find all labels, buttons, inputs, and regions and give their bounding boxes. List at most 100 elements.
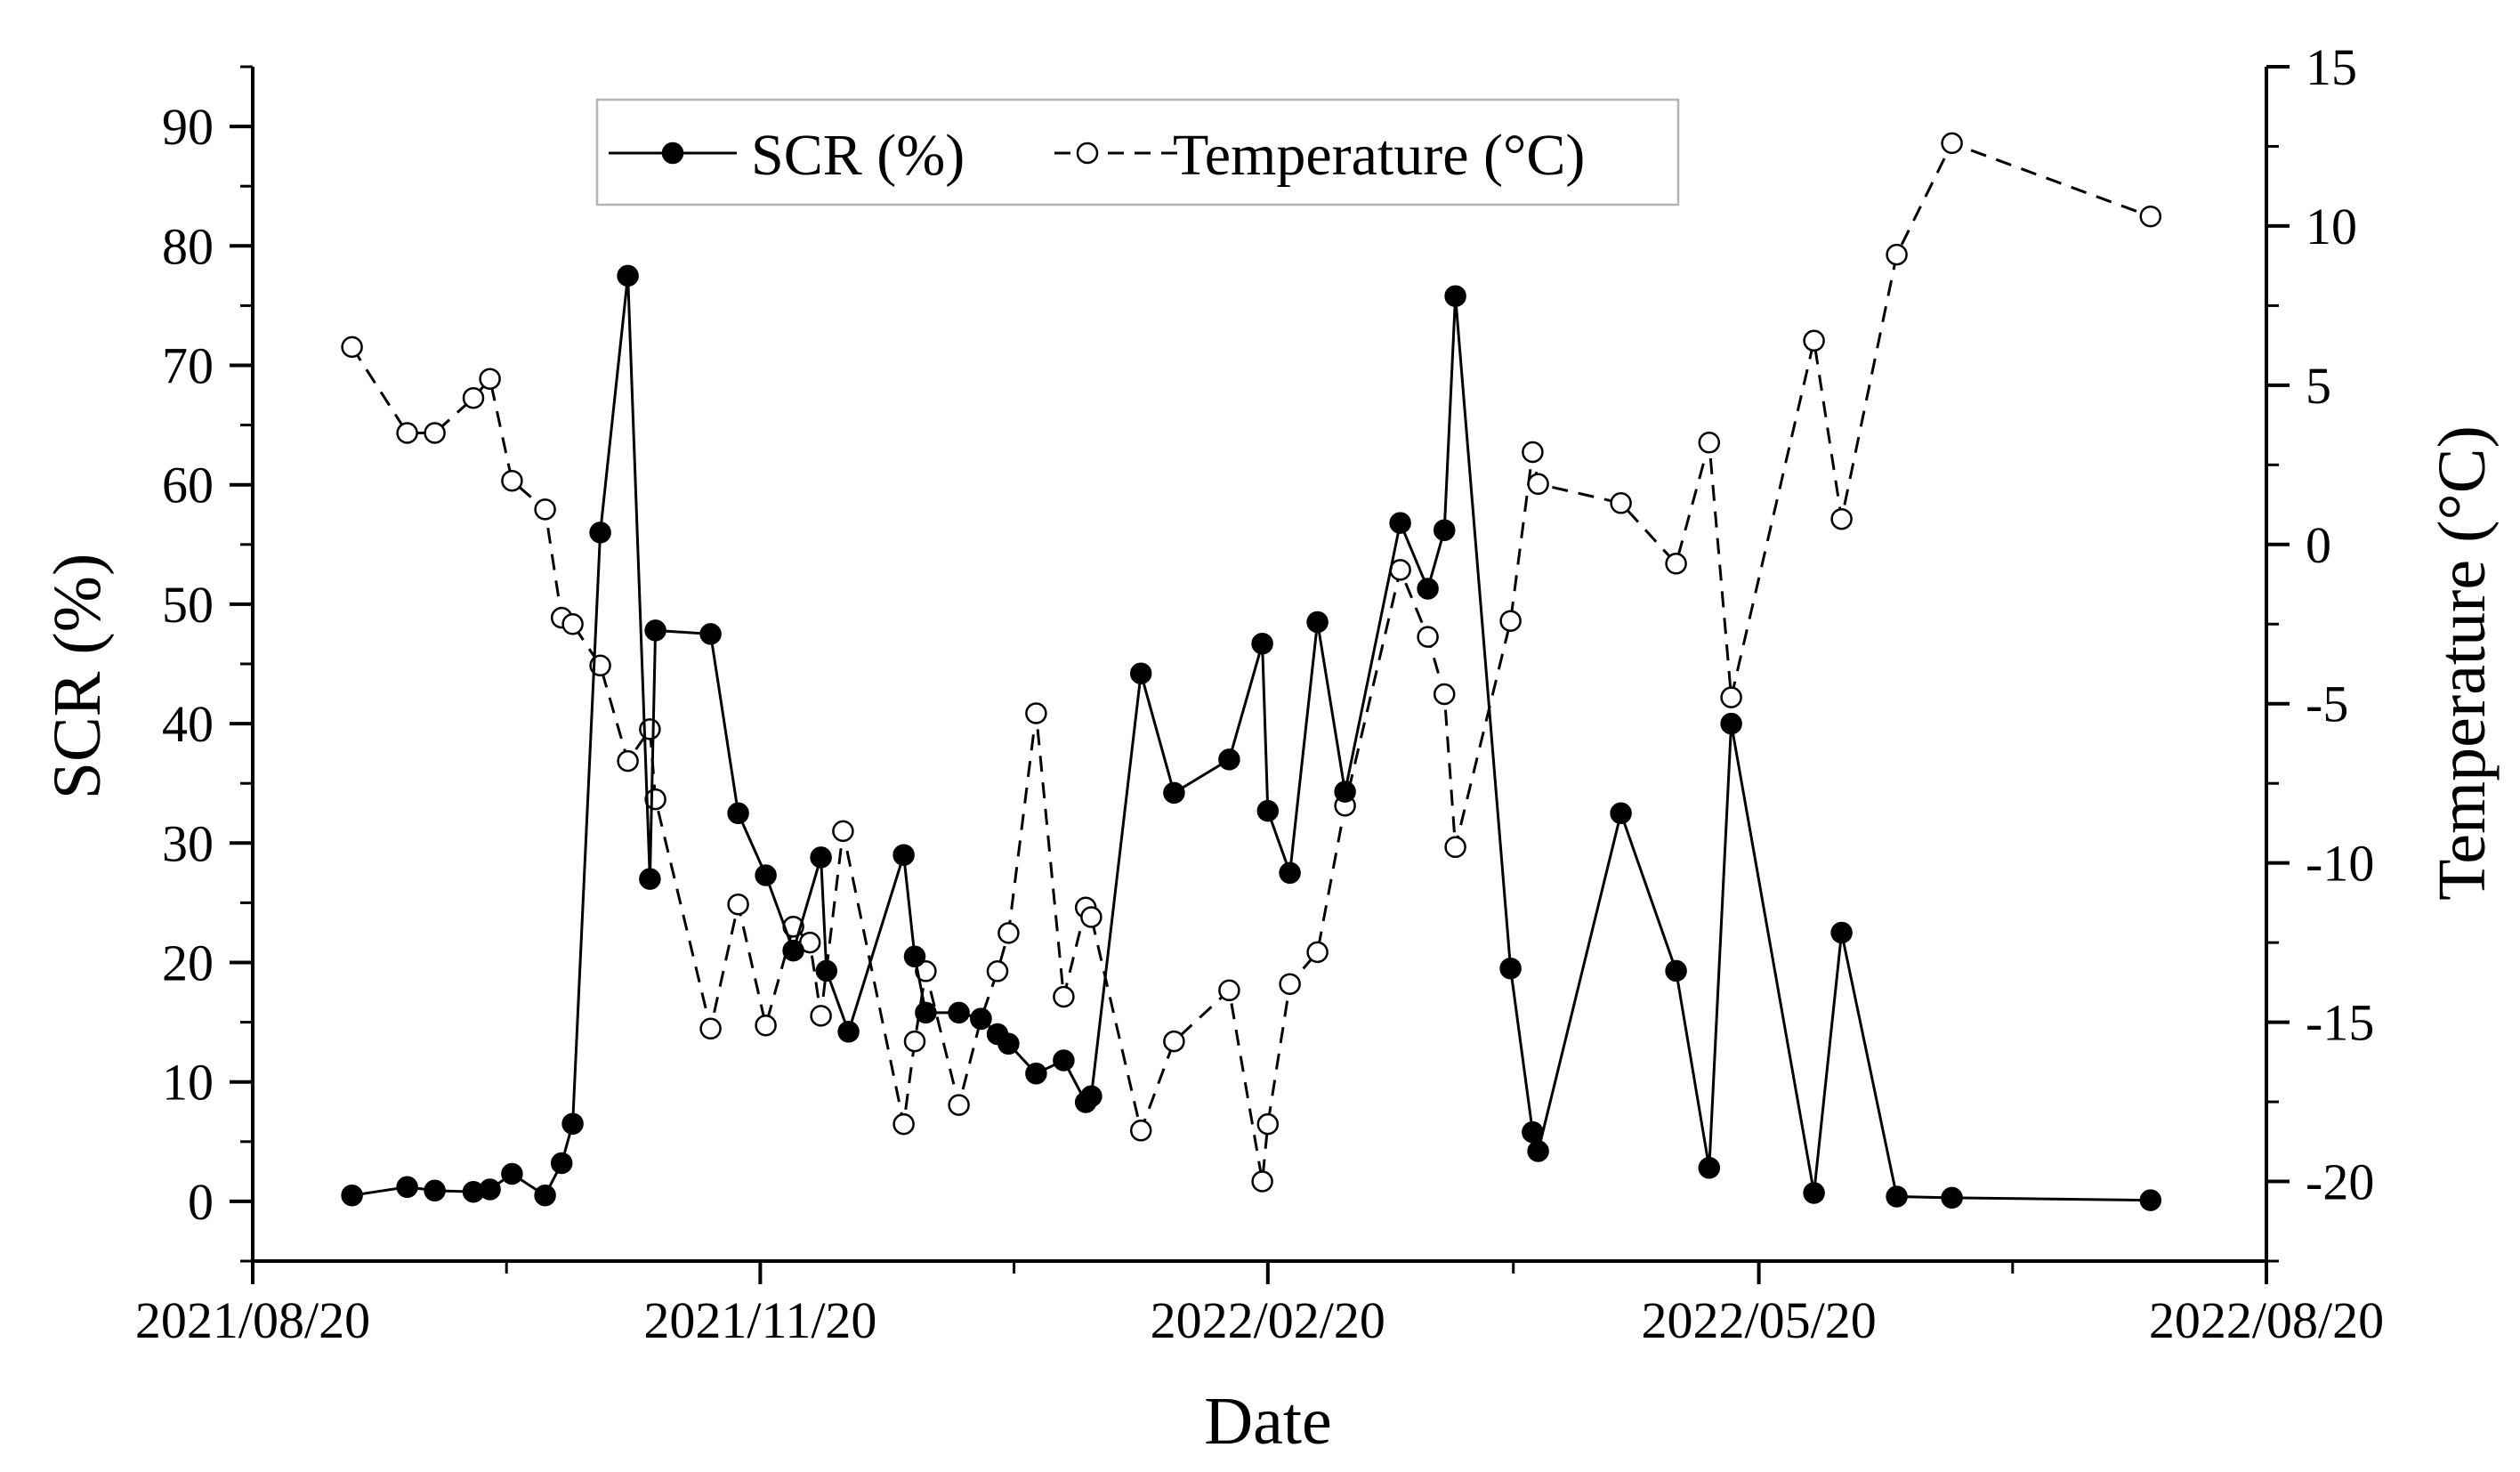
temperature-point	[1433, 683, 1456, 706]
temperature-point	[2139, 205, 2162, 228]
left-tick-label: 60	[162, 457, 214, 514]
scr-point	[837, 1021, 860, 1043]
scr-point	[1720, 712, 1742, 735]
temperature-point	[699, 1017, 722, 1040]
temperature-point	[986, 960, 1009, 983]
right-tick-label: 15	[2306, 38, 2357, 96]
right-tick-label: -20	[2306, 1153, 2374, 1211]
scr-point	[424, 1179, 446, 1202]
left-tick-label: 10	[162, 1054, 214, 1112]
scr-point	[639, 868, 661, 890]
scr-point	[970, 1007, 992, 1030]
scr-point	[1163, 781, 1185, 805]
scr-point	[1499, 957, 1522, 980]
temperature-point	[998, 922, 1020, 944]
scr-point	[396, 1176, 418, 1199]
scr-point	[727, 802, 749, 825]
scr-point	[1941, 1186, 1963, 1209]
scr-point	[1610, 802, 1632, 825]
temperature-point	[915, 960, 937, 983]
right-tick-label: 10	[2306, 198, 2357, 255]
temperature-point	[948, 1094, 970, 1116]
scr-point	[644, 619, 666, 642]
scr-point	[534, 1184, 556, 1207]
temperature-point	[561, 613, 584, 635]
scr-point	[699, 623, 722, 645]
temperature-point	[1025, 702, 1047, 724]
temperature-point	[1720, 686, 1742, 708]
scr-point	[755, 864, 777, 886]
x-tick-label: 2021/08/20	[135, 1291, 370, 1349]
scr-point	[1025, 1063, 1047, 1085]
right-tick-label: -5	[2306, 675, 2348, 733]
x-tick-label: 2021/11/20	[643, 1291, 876, 1349]
scr-point	[479, 1178, 501, 1201]
x-tick-label: 2022/05/20	[1641, 1291, 1876, 1349]
left-tick-label: 80	[162, 217, 214, 275]
left-tick-label: 30	[162, 814, 214, 872]
x-major-ticks: 2021/08/20 2021/11/20 2022/02/20 2022/05/20…	[135, 1261, 2384, 1349]
legend-scr-label: SCR (%)	[751, 123, 965, 188]
scr-point	[1053, 1049, 1075, 1072]
scr-point	[1527, 1140, 1549, 1162]
scr-point	[1803, 1182, 1825, 1204]
temperature-point	[1129, 1120, 1152, 1142]
scr-point	[1698, 1157, 1721, 1179]
left-tick-label: 0	[188, 1173, 214, 1231]
scr-point	[561, 1112, 584, 1135]
temperature-line	[351, 142, 2152, 1182]
right-axis-ticks: -20 -15 -10 -5 0 5 10 15	[2266, 38, 2374, 1263]
scr-point	[1433, 519, 1456, 541]
scr-point	[589, 522, 611, 544]
legend-scr-marker	[661, 142, 684, 165]
scr-point	[2139, 1189, 2162, 1211]
temperature-point	[832, 820, 854, 843]
scr-point	[341, 1184, 363, 1207]
temperature-point	[810, 1005, 832, 1027]
x-axis-title: Date	[1204, 1384, 1331, 1459]
scr-point	[550, 1152, 573, 1175]
temperature-point	[1886, 243, 1908, 266]
temperature-point	[1803, 329, 1825, 352]
right-tick-label: 5	[2306, 357, 2331, 415]
right-tick-label: 0	[2306, 516, 2331, 574]
temperature-point	[1522, 441, 1544, 464]
scr-point	[948, 1001, 970, 1024]
scr-point	[1080, 1085, 1102, 1108]
right-tick-label: -15	[2306, 994, 2374, 1052]
scr-point	[1665, 959, 1687, 983]
temperature-series	[341, 132, 2162, 1193]
temperature-point	[1698, 432, 1721, 454]
temperature-point	[1527, 473, 1549, 496]
temperature-point	[396, 422, 418, 444]
legend: SCR (%) Temperature (°C)	[595, 98, 1680, 206]
temperature-point	[755, 1014, 777, 1037]
left-tick-label: 50	[162, 576, 214, 634]
temperature-point	[1053, 985, 1075, 1008]
scr-point	[1218, 748, 1240, 771]
scr-point	[1334, 780, 1356, 803]
temperature-point	[1163, 1030, 1185, 1053]
temperature-point	[424, 422, 446, 444]
left-tick-label: 40	[162, 695, 214, 753]
temperature-point	[534, 498, 556, 521]
scr-point	[1830, 921, 1853, 944]
temperature-point	[1444, 836, 1466, 859]
scr-point	[1129, 662, 1152, 684]
x-tick-label: 2022/08/20	[2149, 1291, 2384, 1349]
temperature-point	[1389, 559, 1411, 581]
temperature-point	[341, 336, 363, 359]
scr-point	[1417, 578, 1439, 600]
temperature-point	[479, 368, 501, 390]
temperature-point	[501, 469, 523, 492]
temperature-point	[1080, 906, 1102, 928]
temperature-point	[1610, 492, 1632, 514]
temperature-point	[1417, 626, 1439, 648]
temperature-point	[1218, 979, 1240, 1002]
scr-point	[815, 959, 838, 983]
temperature-point	[1279, 973, 1301, 995]
scr-point	[903, 945, 926, 968]
scr-series	[341, 264, 2162, 1211]
scr-point	[1886, 1185, 1908, 1208]
scr-point	[1306, 611, 1329, 634]
